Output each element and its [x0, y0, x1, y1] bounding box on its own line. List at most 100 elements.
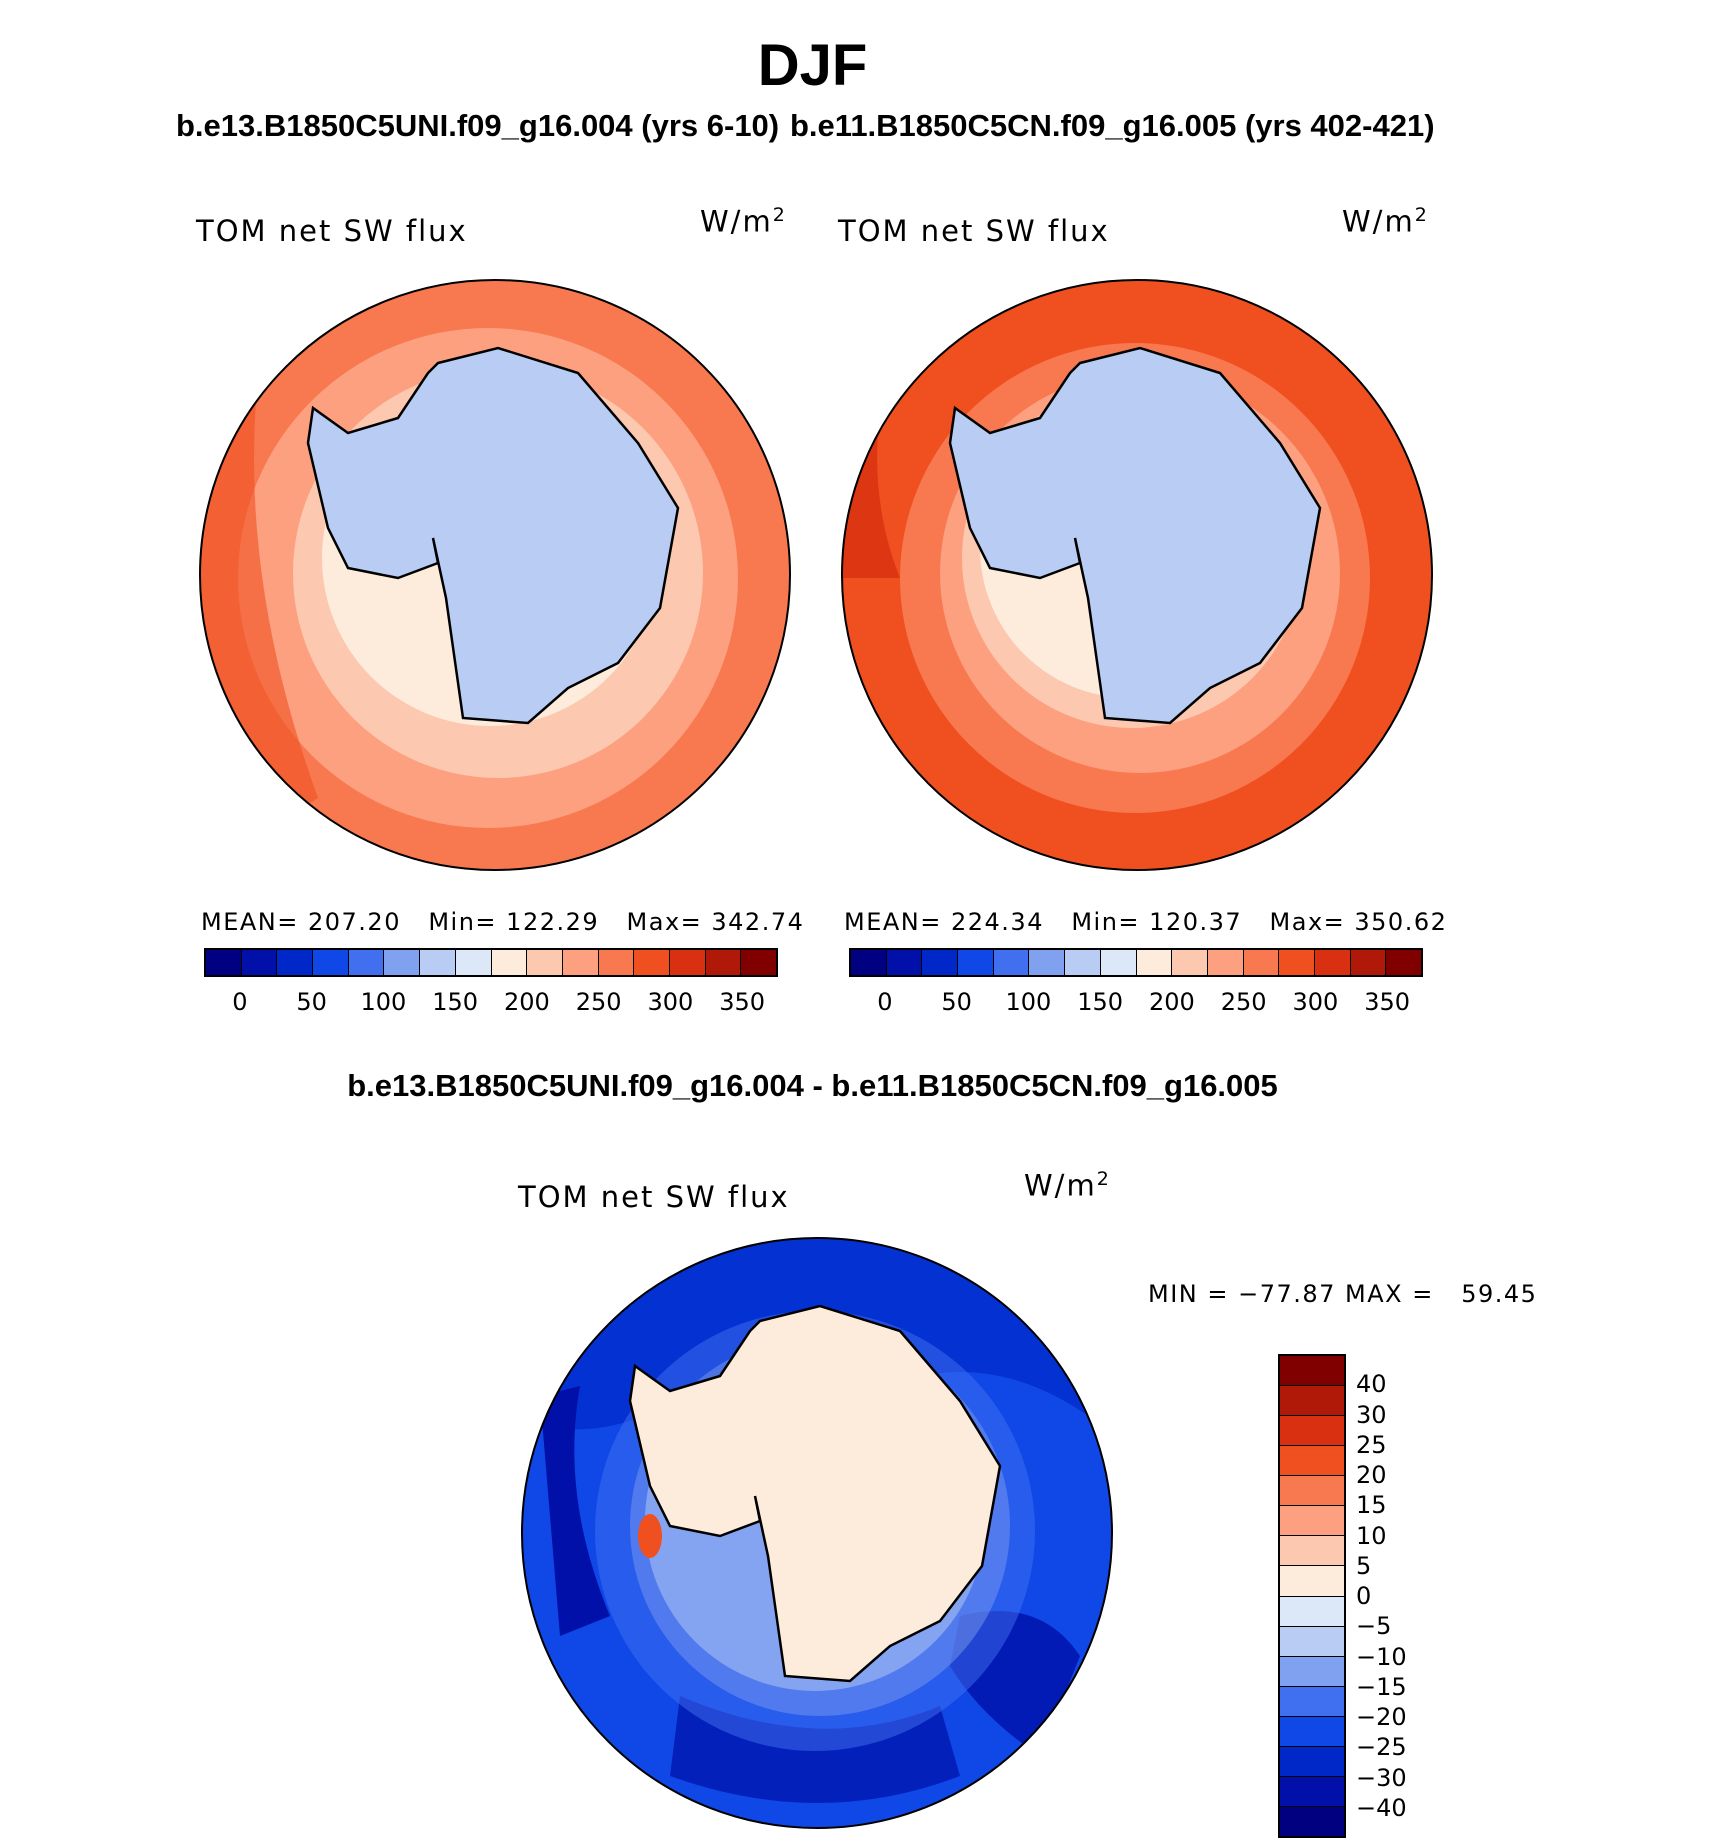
colorbar-swatch: [1280, 1476, 1344, 1507]
colorbar-tick-label: −5: [1356, 1612, 1392, 1641]
colorbar-swatch: [1350, 950, 1387, 975]
colorbar-tick-label: 10: [1356, 1521, 1387, 1550]
colorbar-tick-label: 50: [296, 988, 327, 1016]
right-case-title: b.e11.B1850C5CN.f09_g16.005 (yrs 402-421…: [790, 108, 1435, 143]
colorbar-tick-label: −15: [1356, 1672, 1407, 1701]
colorbar-tick-label: −10: [1356, 1642, 1407, 1671]
colorbar-swatch: [277, 950, 314, 975]
colorbar-tick-label: 150: [432, 988, 479, 1016]
colorbar-swatch: [1280, 1806, 1344, 1836]
colorbar-swatch: [1280, 1356, 1344, 1387]
left-case-title: b.e13.B1850C5UNI.f09_g16.004 (yrs 6-10): [176, 108, 780, 143]
right-units-label: W/m2: [1342, 204, 1429, 239]
colorbar-tick-label: −20: [1356, 1703, 1407, 1731]
diff-antarctica: [628, 1304, 1002, 1683]
colorbar-swatch: [1280, 1656, 1344, 1687]
left-variable-label: TOM net SW flux: [196, 214, 468, 248]
colorbar-swatch: [634, 950, 670, 975]
colorbar-tick-label: 50: [941, 988, 972, 1016]
colorbar-swatch: [1386, 950, 1421, 975]
colorbar-swatch: [562, 950, 599, 975]
colorbar-swatch: [1279, 950, 1315, 975]
colorbar-swatch: [1280, 1536, 1344, 1567]
colorbar-tick-label: 100: [1005, 988, 1052, 1016]
colorbar-swatch: [206, 950, 242, 975]
colorbar-swatch: [1100, 950, 1137, 975]
right-stats: MEAN= 224.34 Min= 120.37 Max= 350.62: [844, 908, 1448, 936]
colorbar-swatch: [1280, 1506, 1344, 1537]
diff-units-label: W/m2: [1024, 1168, 1111, 1203]
colorbar-swatch: [922, 950, 959, 975]
colorbar-tick-label: 250: [575, 988, 622, 1016]
colorbar-swatch: [455, 950, 492, 975]
colorbar-swatch: [420, 950, 456, 975]
colorbar-swatch: [1314, 950, 1351, 975]
left-colorbar: [204, 948, 778, 977]
colorbar-tick-label: 5: [1356, 1551, 1372, 1580]
colorbar-swatch: [1280, 1746, 1344, 1777]
colorbar-swatch: [313, 950, 349, 975]
colorbar-swatch: [1280, 1776, 1344, 1807]
colorbar-swatch: [669, 950, 706, 975]
diff-polar-map: [521, 1237, 1113, 1829]
colorbar-swatch: [1280, 1386, 1344, 1417]
left-antarctica: [306, 346, 680, 725]
colorbar-swatch: [1136, 950, 1173, 975]
colorbar-swatch: [241, 950, 278, 975]
left-stats: MEAN= 207.20 Min= 122.29 Max= 342.74: [201, 908, 805, 936]
colorbar-tick-label: 40: [1356, 1370, 1387, 1399]
right-variable-label: TOM net SW flux: [838, 214, 1110, 248]
left-polar-map: [199, 279, 791, 871]
colorbar-swatch: [886, 950, 923, 975]
right-polar-map: [841, 279, 1433, 871]
colorbar-swatch: [705, 950, 742, 975]
colorbar-tick-label: −25: [1356, 1733, 1407, 1762]
diff-title: b.e13.B1850C5UNI.f09_g16.004 - b.e11.B18…: [347, 1068, 1278, 1103]
colorbar-swatch: [384, 950, 421, 975]
colorbar-tick-label: 30: [1356, 1400, 1387, 1429]
colorbar-swatch: [491, 950, 528, 975]
colorbar-swatch: [1280, 1566, 1344, 1597]
colorbar-tick-label: 100: [360, 988, 407, 1016]
colorbar-swatch: [741, 950, 776, 975]
colorbar-swatch: [1280, 1716, 1344, 1747]
colorbar-tick-label: 250: [1220, 988, 1267, 1016]
colorbar-tick-label: 350: [1364, 988, 1411, 1016]
colorbar-tick-label: 350: [719, 988, 766, 1016]
colorbar-tick-label: 150: [1077, 988, 1124, 1016]
colorbar-swatch: [1243, 950, 1280, 975]
colorbar-swatch: [1280, 1446, 1344, 1477]
colorbar-swatch: [958, 950, 994, 975]
colorbar-tick-label: 0: [877, 988, 893, 1016]
main-title: DJF: [757, 33, 868, 98]
left-units-label: W/m2: [700, 204, 787, 239]
colorbar-swatch: [348, 950, 385, 975]
colorbar-tick-label: 200: [503, 988, 550, 1016]
colorbar-tick-label: 20: [1356, 1461, 1387, 1489]
colorbar-tick-label: 0: [232, 988, 248, 1016]
colorbar-swatch: [598, 950, 635, 975]
colorbar-swatch: [527, 950, 563, 975]
colorbar-swatch: [851, 950, 887, 975]
colorbar-tick-label: 0: [1356, 1582, 1372, 1610]
colorbar-swatch: [1065, 950, 1101, 975]
colorbar-swatch: [1280, 1626, 1344, 1657]
colorbar-tick-label: 300: [647, 988, 694, 1016]
colorbar-swatch: [1029, 950, 1066, 975]
colorbar-tick-label: 15: [1356, 1491, 1387, 1520]
diff-variable-label: TOM net SW flux: [518, 1180, 790, 1214]
right-antarctica: [948, 346, 1322, 725]
colorbar-swatch: [1172, 950, 1208, 975]
colorbar-swatch: [1207, 950, 1244, 975]
right-colorbar: [849, 948, 1423, 977]
colorbar-tick-label: 25: [1356, 1430, 1387, 1459]
diff-colorbar: [1278, 1354, 1346, 1838]
colorbar-swatch: [1280, 1686, 1344, 1717]
diff-stats: MIN = −77.87 MAX = 59.45: [1148, 1280, 1538, 1308]
colorbar-tick-label: −40: [1356, 1793, 1407, 1822]
colorbar-tick-label: −30: [1356, 1763, 1407, 1792]
colorbar-tick-label: 200: [1148, 988, 1195, 1016]
colorbar-tick-label: 300: [1292, 988, 1339, 1016]
colorbar-swatch: [993, 950, 1030, 975]
colorbar-swatch: [1280, 1416, 1344, 1447]
